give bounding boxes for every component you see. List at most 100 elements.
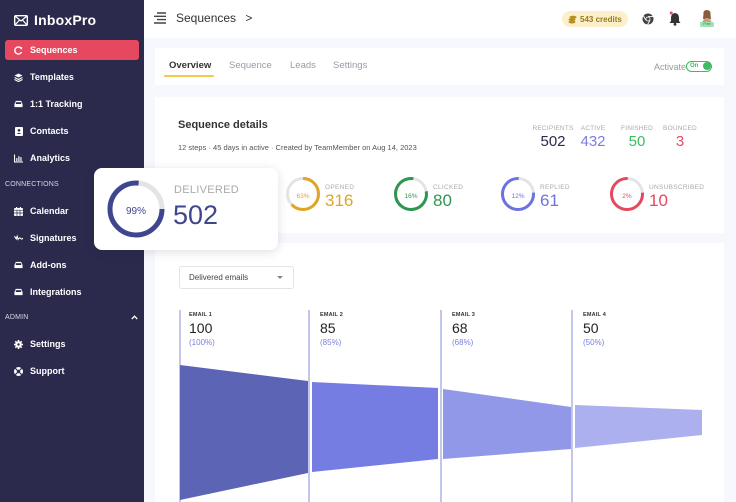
sidebar-item-tracking[interactable]: 1:1 Tracking xyxy=(5,94,139,114)
sidebar-item-label: 1:1 Tracking xyxy=(30,99,83,109)
app-name: InboxPro xyxy=(34,12,97,28)
metric-value: 316 xyxy=(325,190,354,210)
dropdown-value: Delivered emails xyxy=(189,273,249,282)
sidebar: InboxPro Sequences Templates 1:1 Trackin… xyxy=(0,0,144,502)
chrome-extension-icon[interactable] xyxy=(642,13,654,25)
breadcrumb-sequences[interactable]: Sequences xyxy=(176,11,237,25)
stat-value: 50 xyxy=(628,133,646,150)
funnel-segment-1[interactable] xyxy=(180,365,308,500)
sidebar-item-contacts[interactable]: Contacts xyxy=(5,121,139,141)
delivered-highlight-card: 99% DELIVERED 502 xyxy=(94,168,278,250)
stat-value: 3 xyxy=(675,133,685,150)
calendar-icon xyxy=(14,206,23,216)
avatar[interactable]: Free xyxy=(700,9,714,29)
sidebar-item-label: Contacts xyxy=(30,126,69,136)
toggle-state-label: On xyxy=(690,63,699,69)
funnel-step-email-2: EMAIL 2 85 (85%) xyxy=(320,312,343,347)
metric-opened: 63% OPENED 316 xyxy=(285,176,354,217)
sidebar-item-calendar[interactable]: Calendar xyxy=(5,201,139,221)
menu-collapse-icon[interactable] xyxy=(154,12,166,24)
breadcrumb: Sequences > xyxy=(176,11,252,25)
delivered-pct: 99% xyxy=(125,206,146,217)
admin-section-label: ADMIN xyxy=(5,314,29,321)
sidebar-item-label: Add-ons xyxy=(30,260,67,270)
tab-leads[interactable]: Leads xyxy=(290,60,316,71)
sidebar-item-signatures[interactable]: Signatures xyxy=(5,228,139,248)
replied-progress-ring: 12% xyxy=(500,176,536,217)
stat-active: ACTIVE 432 xyxy=(576,125,610,150)
sidebar-item-integrations[interactable]: Integrations xyxy=(5,282,139,302)
top-bar: Sequences > 543 credits Free xyxy=(144,0,736,38)
sidebar-item-label: Integrations xyxy=(30,287,82,297)
delivered-value: 502 xyxy=(173,200,219,230)
delivered-label: DELIVERED xyxy=(174,184,240,196)
sidebar-item-addons[interactable]: Add-ons xyxy=(5,255,139,275)
metric-label: REPLIED xyxy=(540,183,570,191)
funnel-card: Delivered emails EMAIL 1 100 (100%) EMAI… xyxy=(155,243,724,502)
stat-label: BOUNCED xyxy=(663,125,697,132)
inbox-icon xyxy=(14,288,23,297)
tab-sequence[interactable]: Sequence xyxy=(229,60,272,71)
funnel-segment-3[interactable] xyxy=(443,389,571,459)
bar-chart-icon xyxy=(14,153,23,163)
unsubscribed-pct: 2% xyxy=(622,193,632,200)
sidebar-item-label: Support xyxy=(30,366,65,376)
metric-unsubscribed: 2% UNSUBSCRIBED 10 xyxy=(609,176,704,217)
stat-label: ACTIVE xyxy=(580,125,606,132)
details-subtitle: 12 steps · 45 days in active · Created b… xyxy=(178,143,417,152)
inbox-icon xyxy=(14,261,23,270)
contact-card-icon xyxy=(14,126,23,136)
funnel-segment-4[interactable] xyxy=(575,405,702,448)
breadcrumb-separator: > xyxy=(245,11,253,25)
email-label: EMAIL 4 xyxy=(583,312,606,318)
tabs-bar: Overview Sequence Leads Settings Activat… xyxy=(155,48,724,85)
credits-label: 543 credits xyxy=(580,14,622,24)
sidebar-item-label: Signatures xyxy=(30,233,77,243)
activate-label: Activate xyxy=(653,62,686,72)
plan-badge: Free xyxy=(700,22,714,27)
lifebuoy-icon xyxy=(14,366,23,376)
email-percent: (50%) xyxy=(583,338,605,347)
stat-label: RECIPIENTS xyxy=(532,125,574,132)
activate-toggle[interactable]: On xyxy=(686,61,712,72)
coins-icon xyxy=(568,15,577,23)
stat-bounced: BOUNCED 3 xyxy=(658,125,702,150)
active-tab-indicator xyxy=(164,75,214,77)
sidebar-item-label: Analytics xyxy=(30,153,71,163)
chevron-up-icon[interactable] xyxy=(131,315,138,320)
sidebar-item-sequences[interactable]: Sequences xyxy=(5,40,139,60)
sidebar-item-settings[interactable]: Settings xyxy=(5,334,139,354)
app-logo[interactable]: InboxPro xyxy=(14,12,96,28)
opened-pct: 63% xyxy=(296,193,310,200)
sidebar-item-templates[interactable]: Templates xyxy=(5,67,139,87)
opened-progress-ring: 63% xyxy=(285,176,321,217)
funnel-metric-dropdown[interactable]: Delivered emails xyxy=(179,266,294,289)
credits-badge[interactable]: 543 credits xyxy=(562,11,628,27)
sidebar-item-label: Sequences xyxy=(30,45,78,55)
details-title: Sequence details xyxy=(178,119,268,131)
stat-label: FINISHED xyxy=(621,125,653,132)
envelope-icon xyxy=(14,14,28,26)
refresh-icon xyxy=(14,45,23,55)
delivered-progress-ring: 99% xyxy=(106,179,166,244)
funnel-chart xyxy=(180,365,702,500)
funnel-step-email-4: EMAIL 4 50 (50%) xyxy=(583,312,606,347)
email-count: 68 xyxy=(452,320,468,336)
replied-pct: 12% xyxy=(511,193,525,200)
email-percent: (68%) xyxy=(452,338,474,347)
tab-settings[interactable]: Settings xyxy=(333,60,368,71)
tab-overview[interactable]: Overview xyxy=(169,60,212,71)
email-label: EMAIL 3 xyxy=(452,312,475,318)
metric-value: 10 xyxy=(649,190,668,210)
sidebar-item-support[interactable]: Support xyxy=(5,361,139,381)
stat-value: 432 xyxy=(580,133,606,150)
signature-icon xyxy=(14,234,23,243)
funnel-segment-2[interactable] xyxy=(312,382,438,472)
caret-down-icon xyxy=(277,276,283,279)
sidebar-item-analytics[interactable]: Analytics xyxy=(5,148,139,168)
email-label: EMAIL 1 xyxy=(189,312,212,318)
metric-replied: 12% REPLIED 61 xyxy=(500,176,570,217)
metric-label: OPENED xyxy=(325,183,355,191)
email-label: EMAIL 2 xyxy=(320,312,343,318)
notification-bell-icon[interactable] xyxy=(668,11,682,26)
